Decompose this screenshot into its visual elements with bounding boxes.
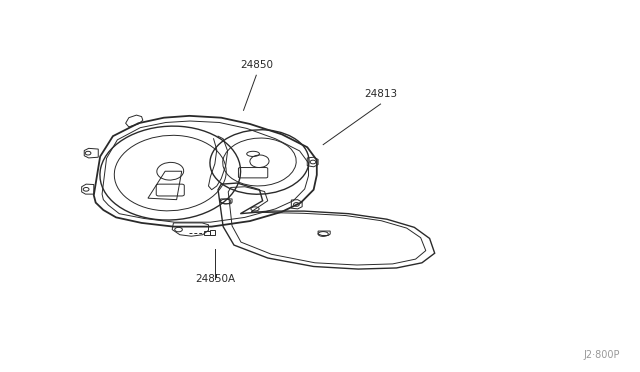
- Text: J2·800P: J2·800P: [583, 350, 620, 359]
- Text: 24850A: 24850A: [195, 274, 235, 284]
- Text: 24850: 24850: [240, 60, 273, 70]
- Text: 24813: 24813: [364, 89, 397, 99]
